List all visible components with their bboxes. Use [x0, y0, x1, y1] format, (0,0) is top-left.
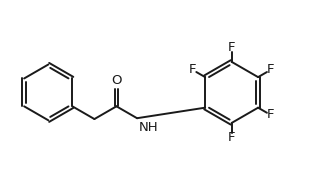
Text: NH: NH	[138, 121, 158, 134]
Text: F: F	[267, 108, 274, 121]
Text: F: F	[228, 41, 235, 54]
Text: F: F	[228, 131, 235, 144]
Text: F: F	[267, 64, 274, 77]
Text: O: O	[111, 74, 122, 87]
Text: F: F	[189, 64, 197, 77]
